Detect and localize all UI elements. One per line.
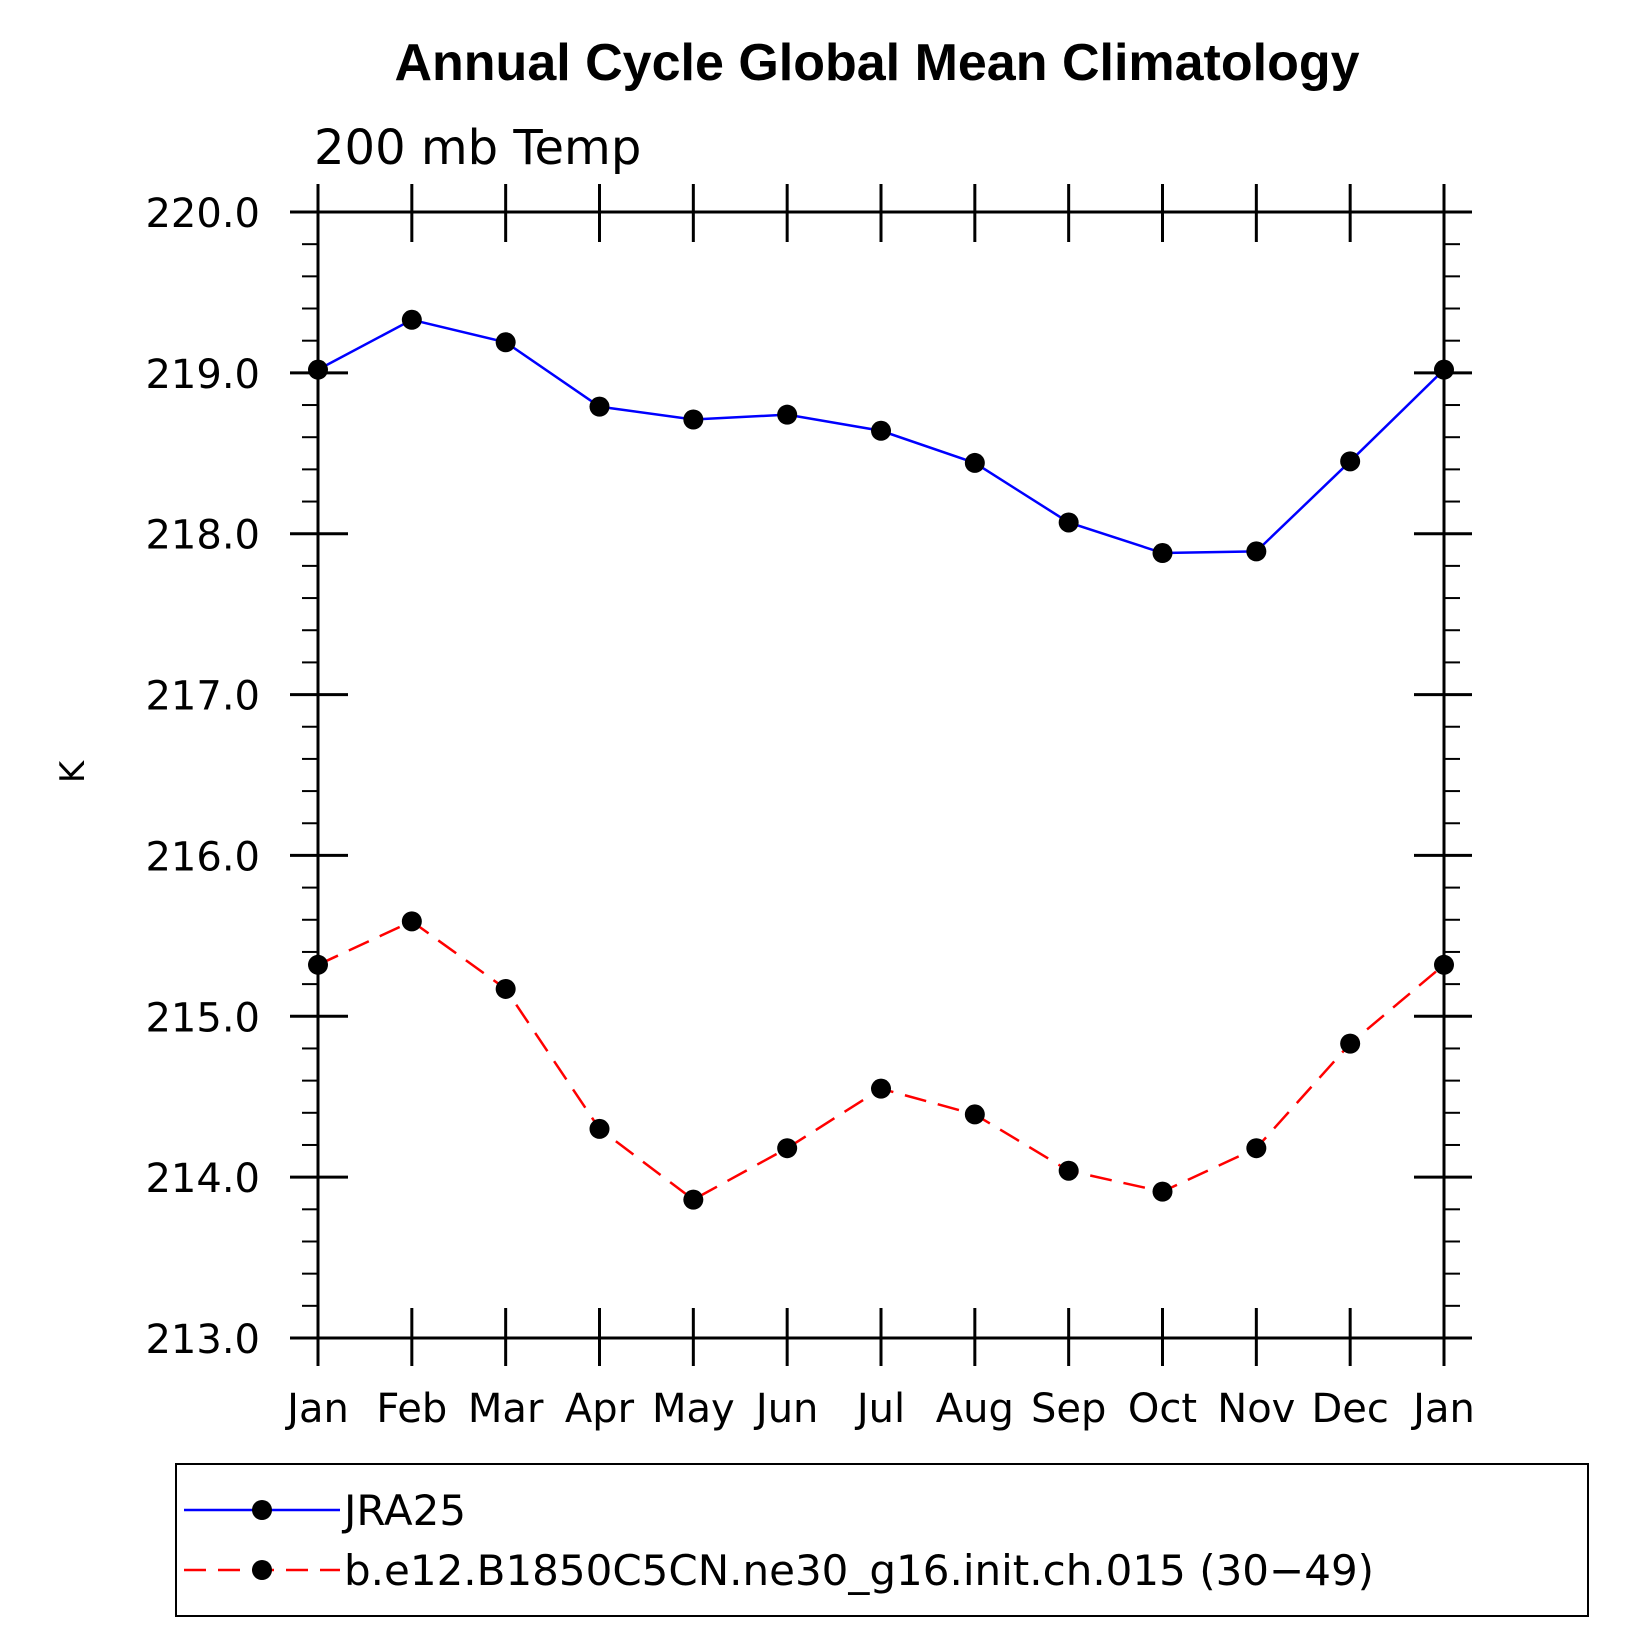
y-tick-label: 219.0 bbox=[145, 352, 260, 398]
y-tick-label: 217.0 bbox=[145, 674, 260, 720]
axes: Jan Feb Mar Apr May Jun Jul Aug Sep Oct Nov Dec Jan 2… bbox=[145, 184, 1475, 1432]
data-point bbox=[1058, 1160, 1079, 1181]
x-tick-label: Jan bbox=[1410, 1386, 1475, 1432]
x-tick-label: Jul bbox=[854, 1386, 905, 1432]
chart-subtitle: 200 mb Temp bbox=[314, 120, 641, 176]
data-point bbox=[1058, 512, 1079, 533]
legend-label: b.e12.B1850C5CN.ne30_g16.init.ch.015 (30… bbox=[344, 1546, 1374, 1595]
data-point bbox=[871, 420, 891, 441]
y-tick-label: 215.0 bbox=[145, 995, 260, 1041]
x-tick-label: Sep bbox=[1031, 1386, 1106, 1432]
data-point bbox=[1434, 359, 1454, 380]
x-tick-label: Aug bbox=[936, 1386, 1014, 1432]
data-point bbox=[1246, 1138, 1267, 1159]
data-point bbox=[589, 396, 610, 417]
data-point bbox=[1340, 451, 1361, 472]
data-point bbox=[683, 1189, 704, 1210]
x-tick-label: Oct bbox=[1128, 1386, 1197, 1432]
data-point bbox=[777, 1138, 798, 1159]
x-tick-label: Nov bbox=[1217, 1386, 1295, 1432]
legend-box bbox=[175, 1463, 1589, 1617]
data-point bbox=[777, 404, 798, 425]
chart-title: Annual Cycle Global Mean Climatology bbox=[394, 34, 1359, 92]
x-tick-label: Feb bbox=[376, 1386, 447, 1432]
data-point bbox=[308, 954, 328, 975]
legend-marker bbox=[252, 1560, 272, 1580]
data-point bbox=[1246, 541, 1267, 562]
x-tick-label: Apr bbox=[565, 1386, 635, 1432]
y-tick-label: 214.0 bbox=[145, 1156, 260, 1202]
data-point bbox=[308, 359, 328, 380]
x-tick-label: Jan bbox=[284, 1386, 349, 1432]
y-tick-label: 213.0 bbox=[145, 1317, 260, 1363]
legend-marker bbox=[252, 1500, 272, 1520]
y-tick-label: 220.0 bbox=[145, 191, 260, 237]
data-point bbox=[1152, 543, 1173, 564]
data-point bbox=[1340, 1033, 1361, 1054]
data-point bbox=[871, 1078, 891, 1099]
x-tick-label: May bbox=[652, 1386, 735, 1432]
legend: JRA25 b.e12.B1850C5CN.ne30_g16.init.ch.01… bbox=[175, 1463, 1589, 1617]
y-tick-label: 218.0 bbox=[145, 513, 260, 559]
data-point bbox=[964, 1104, 985, 1125]
data-point bbox=[401, 309, 422, 330]
legend-label: JRA25 bbox=[341, 1486, 466, 1535]
x-tick-label: Jun bbox=[753, 1386, 819, 1432]
data-point bbox=[401, 911, 422, 932]
data-point bbox=[495, 978, 516, 999]
data-point bbox=[1152, 1181, 1173, 1202]
x-tick-label: Dec bbox=[1311, 1386, 1388, 1432]
data-point bbox=[589, 1118, 610, 1139]
series-layer bbox=[308, 309, 1454, 1210]
y-axis-label: K bbox=[53, 759, 93, 783]
data-point bbox=[683, 409, 704, 430]
series-line bbox=[317, 919, 1445, 1202]
y-tick-label: 216.0 bbox=[145, 834, 260, 880]
data-point bbox=[495, 332, 516, 353]
data-point bbox=[1434, 954, 1454, 975]
x-tick-label: Mar bbox=[468, 1386, 544, 1432]
data-point bbox=[964, 452, 985, 473]
plot-frame bbox=[316, 210, 1446, 1340]
